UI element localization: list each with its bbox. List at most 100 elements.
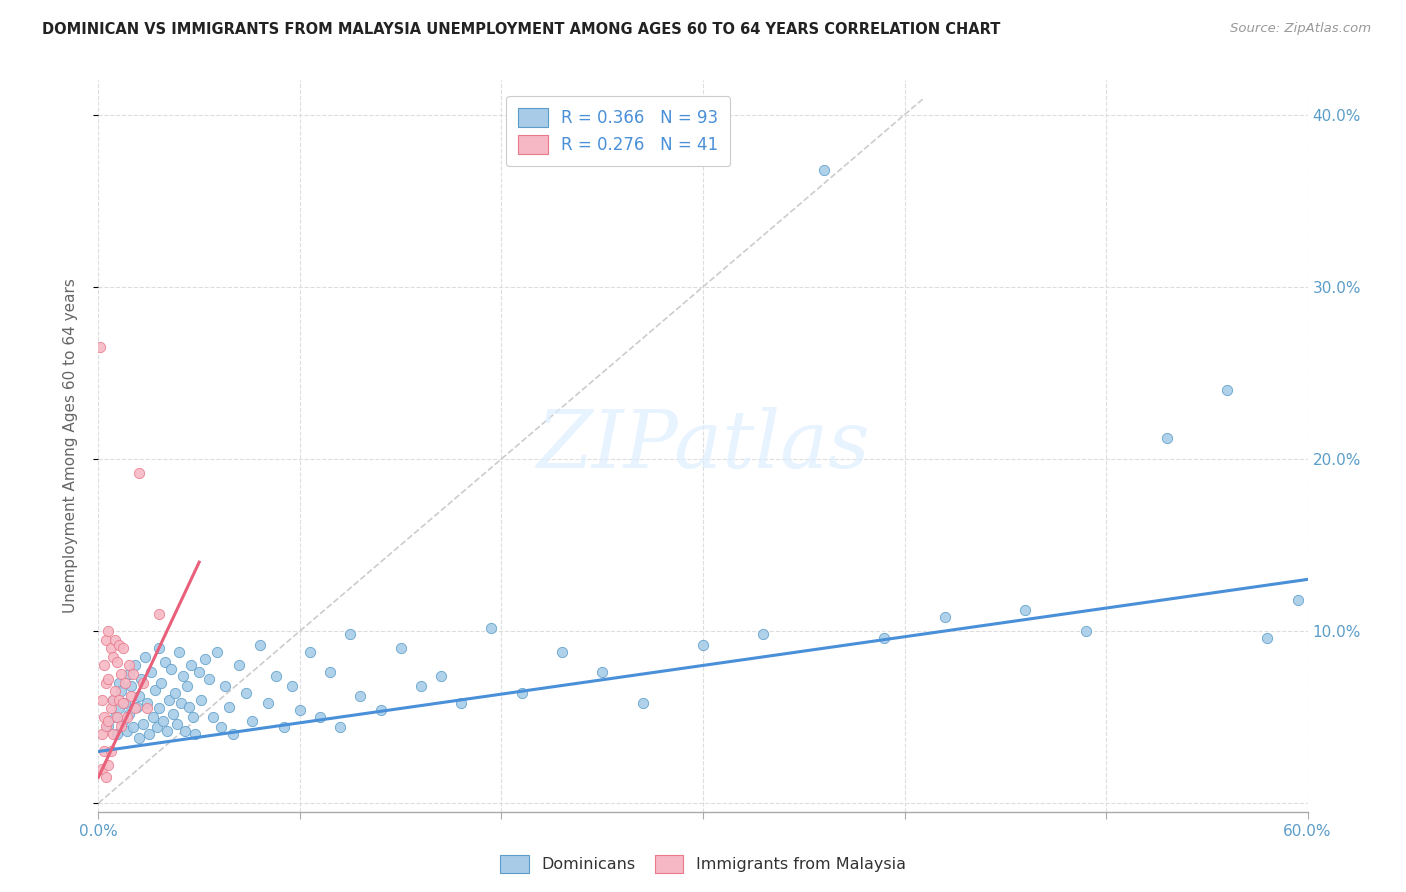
Point (202, 710, 225, 724)
Point (91, 693, 114, 707)
Point (146, 720, 169, 734)
Point (148, 607, 170, 621)
Point (124, 658, 146, 673)
Point (110, 684, 132, 698)
Point (692, 638, 714, 652)
Point (107, 638, 129, 652)
Point (101, 727, 124, 741)
Point (209, 720, 232, 734)
Legend: Dominicans, Immigrants from Malaysia: Dominicans, Immigrants from Malaysia (494, 848, 912, 880)
Point (156, 723, 179, 738)
Point (120, 679, 142, 693)
Point (105, 710, 128, 724)
Point (107, 675, 129, 690)
Point (148, 641, 170, 656)
Point (752, 627, 775, 641)
Point (124, 701, 146, 715)
Point (103, 632, 125, 647)
Point (329, 720, 352, 734)
Point (256, 696, 278, 710)
Point (174, 723, 197, 738)
Point (240, 714, 263, 728)
Point (148, 701, 170, 715)
Point (218, 699, 240, 714)
Point (101, 693, 124, 707)
Point (111, 641, 134, 656)
Point (1216, 383, 1239, 397)
Point (110, 667, 132, 681)
Point (100, 641, 122, 656)
Point (181, 710, 204, 724)
Point (222, 727, 245, 741)
Point (128, 690, 150, 704)
Point (118, 658, 141, 673)
Point (152, 714, 174, 728)
Point (135, 701, 157, 715)
Point (450, 696, 472, 710)
Point (309, 710, 332, 724)
Point (339, 627, 361, 641)
Point (179, 699, 201, 714)
Point (349, 690, 371, 704)
Point (96, 770, 118, 784)
Point (172, 669, 194, 683)
Point (591, 665, 613, 680)
Point (97, 758, 120, 772)
Point (319, 665, 342, 680)
Point (288, 703, 311, 717)
Point (207, 645, 229, 659)
Point (114, 696, 136, 710)
Point (370, 703, 392, 717)
Point (160, 662, 183, 676)
Point (89, 340, 111, 354)
Point (110, 719, 132, 733)
Point (228, 658, 250, 673)
Point (101, 693, 124, 707)
Point (299, 645, 322, 659)
Point (111, 696, 134, 710)
Point (167, 645, 190, 659)
Point (235, 686, 257, 700)
Point (934, 610, 956, 624)
Point (107, 693, 129, 707)
Point (249, 638, 271, 652)
Point (188, 665, 211, 680)
Point (118, 706, 141, 721)
Point (190, 693, 212, 707)
Point (125, 699, 148, 714)
Point (97, 714, 120, 728)
Point (103, 684, 125, 698)
Point (1286, 593, 1309, 607)
Point (264, 669, 287, 683)
Point (93, 710, 115, 724)
Point (96, 632, 118, 647)
Point (1156, 431, 1178, 445)
Point (481, 621, 503, 635)
Point (153, 655, 176, 669)
Point (273, 720, 295, 734)
Point (138, 727, 160, 741)
Point (121, 667, 143, 681)
Point (1256, 631, 1278, 645)
Point (813, 162, 835, 177)
Point (194, 651, 217, 665)
Point (101, 649, 124, 664)
Point (631, 696, 654, 710)
Point (93, 744, 115, 758)
Point (180, 658, 202, 673)
Point (139, 665, 162, 680)
Point (93, 658, 115, 673)
Legend: R = 0.366   N = 93, R = 0.276   N = 41: R = 0.366 N = 93, R = 0.276 N = 41 (506, 96, 730, 166)
Point (162, 706, 184, 721)
Point (105, 727, 128, 741)
Point (157, 693, 180, 707)
Point (105, 655, 128, 669)
Point (91, 727, 114, 741)
Point (97, 672, 120, 686)
Point (97, 719, 120, 733)
Point (149, 675, 172, 690)
Point (214, 679, 236, 693)
Point (129, 672, 152, 686)
Point (510, 686, 533, 700)
Point (107, 701, 129, 715)
